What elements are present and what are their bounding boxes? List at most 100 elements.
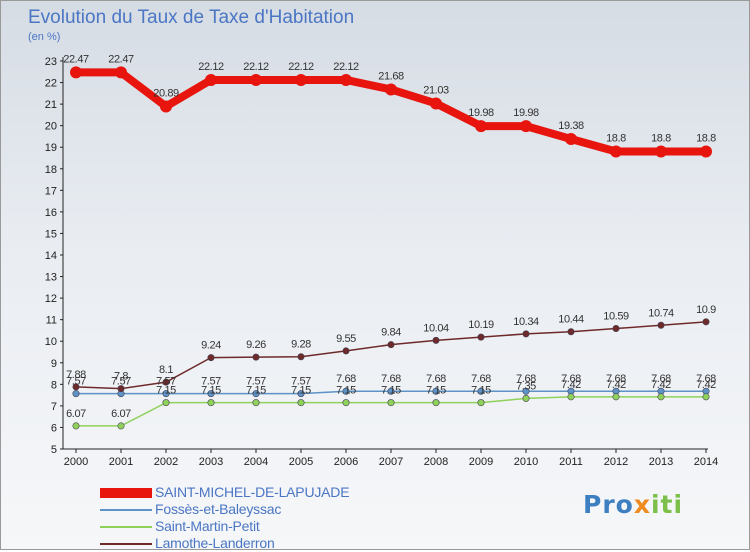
y-tick-label-6: 6 xyxy=(51,422,57,434)
data-label-0-2003: 22.12 xyxy=(198,61,224,73)
data-label-0-2013: 18.8 xyxy=(651,133,671,145)
data-label-2-2003: 7.15 xyxy=(201,385,221,397)
data-point-2-2005 xyxy=(297,399,305,407)
data-label-3-2009: 10.19 xyxy=(468,319,494,331)
data-label-3-2003: 9.24 xyxy=(201,340,221,352)
y-tick-label-11: 11 xyxy=(46,315,57,327)
data-label-3-2008: 10.04 xyxy=(423,322,449,334)
data-point-1-2003 xyxy=(207,390,215,398)
x-tick-label-2008: 2008 xyxy=(424,456,448,468)
data-point-0-2008 xyxy=(430,97,442,110)
data-point-2-2001 xyxy=(117,422,125,430)
x-tick-label-2003: 2003 xyxy=(199,456,223,468)
data-label-3-2002: 8.1 xyxy=(159,364,173,376)
data-label-1-2012: 7.68 xyxy=(606,373,626,385)
chart-title: Evolution du Taux de Taxe d'Habitation xyxy=(28,7,355,28)
y-tick-label-17: 17 xyxy=(45,185,57,197)
data-label-3-2011: 10.44 xyxy=(558,314,584,326)
data-label-1-2001: 7.57 xyxy=(111,376,131,388)
data-point-2-2012 xyxy=(612,393,620,401)
y-tick-label-8: 8 xyxy=(51,379,57,391)
legend-item-lamothe: Lamothe-Landerron xyxy=(100,535,400,552)
data-point-3-2014 xyxy=(702,318,710,326)
data-label-0-2004: 22.12 xyxy=(243,61,269,73)
data-label-2-2004: 7.15 xyxy=(246,385,266,397)
data-label-0-2005: 22.12 xyxy=(288,61,314,73)
y-tick-label-16: 16 xyxy=(45,207,57,219)
y-tick-label-14: 14 xyxy=(45,250,57,262)
data-label-2-2011: 7.42 xyxy=(561,379,581,391)
data-point-1-2002 xyxy=(162,390,170,398)
data-point-3-2009 xyxy=(477,333,485,341)
x-tick-label-2012: 2012 xyxy=(604,456,628,468)
data-point-3-2004 xyxy=(252,353,260,361)
data-point-3-2010 xyxy=(522,330,530,338)
data-point-3-2005 xyxy=(297,353,305,361)
data-label-3-2007: 9.84 xyxy=(381,327,401,339)
y-tick-label-22: 22 xyxy=(45,78,57,90)
data-label-3-2012: 10.59 xyxy=(603,311,629,323)
x-tick-label-2001: 2001 xyxy=(109,456,133,468)
data-point-2-2003 xyxy=(207,399,215,407)
data-label-0-2007: 21.68 xyxy=(378,70,404,82)
data-label-3-2001: 7.8 xyxy=(114,371,128,383)
data-point-0-2001 xyxy=(115,66,127,79)
data-label-1-2002: 7.57 xyxy=(156,376,176,388)
x-tick-label-2000: 2000 xyxy=(64,456,88,468)
data-point-0-2011 xyxy=(565,133,577,146)
data-point-2-2008 xyxy=(432,399,440,407)
data-label-2-2000: 6.07 xyxy=(66,408,86,420)
data-point-0-2012 xyxy=(610,145,622,158)
data-label-3-2010: 10.34 xyxy=(513,316,539,328)
data-label-1-2007: 7.68 xyxy=(381,373,401,385)
y-tick-label-13: 13 xyxy=(45,272,57,284)
data-label-1-2003: 7.57 xyxy=(201,376,221,388)
data-label-0-2006: 22.12 xyxy=(333,61,359,73)
legend-label-fosses: Fossès-et-Baleyssac xyxy=(155,501,282,517)
data-label-0-2014: 18.8 xyxy=(696,133,716,145)
data-point-3-2000 xyxy=(72,383,80,391)
data-point-1-2009 xyxy=(477,387,485,395)
data-label-0-2002: 20.89 xyxy=(153,87,179,99)
data-point-2-2004 xyxy=(252,399,260,407)
data-label-0-2008: 21.03 xyxy=(423,84,449,96)
data-label-2-2001: 6.07 xyxy=(111,408,131,420)
data-point-0-2010 xyxy=(520,120,532,133)
x-tick-label-2006: 2006 xyxy=(334,456,358,468)
data-point-3-2001 xyxy=(117,385,125,393)
y-tick-label-21: 21 xyxy=(45,99,57,111)
data-label-1-2005: 7.57 xyxy=(291,376,311,388)
data-label-3-2000: 7.88 xyxy=(66,369,86,381)
data-label-3-2014: 10.9 xyxy=(696,304,716,316)
data-point-3-2007 xyxy=(387,341,395,349)
proxiti-logo: Proxiti xyxy=(583,490,684,519)
data-point-3-2006 xyxy=(342,347,350,355)
data-point-0-2013 xyxy=(655,145,667,158)
data-point-3-2008 xyxy=(432,336,440,344)
legend-item-fosses: Fossès-et-Baleyssac xyxy=(100,501,400,518)
data-point-3-2003 xyxy=(207,354,215,362)
y-tick-label-23: 23 xyxy=(45,56,57,68)
data-point-1-2005 xyxy=(297,390,305,398)
data-label-2-2002: 7.15 xyxy=(156,385,176,397)
data-point-1-2006 xyxy=(342,387,350,395)
data-label-1-2009: 7.68 xyxy=(471,373,491,385)
x-tick-label-2004: 2004 xyxy=(244,456,268,468)
data-label-0-2011: 19.38 xyxy=(558,120,584,132)
y-tick-label-20: 20 xyxy=(45,121,57,133)
data-point-2-2002 xyxy=(162,399,170,407)
y-tick-label-10: 10 xyxy=(45,336,57,348)
legend-swatch-saint-michel xyxy=(100,488,152,498)
data-point-0-2006 xyxy=(340,73,352,86)
x-tick-label-2005: 2005 xyxy=(289,456,313,468)
data-label-1-2008: 7.68 xyxy=(426,373,446,385)
data-label-2-2008: 7.15 xyxy=(426,385,446,397)
data-point-2-2006 xyxy=(342,399,350,407)
data-point-3-2011 xyxy=(567,328,575,336)
x-tick-label-2014: 2014 xyxy=(694,456,718,468)
data-point-2-2011 xyxy=(567,393,575,401)
data-label-1-2011: 7.68 xyxy=(561,373,581,385)
x-tick-label-2002: 2002 xyxy=(154,456,178,468)
